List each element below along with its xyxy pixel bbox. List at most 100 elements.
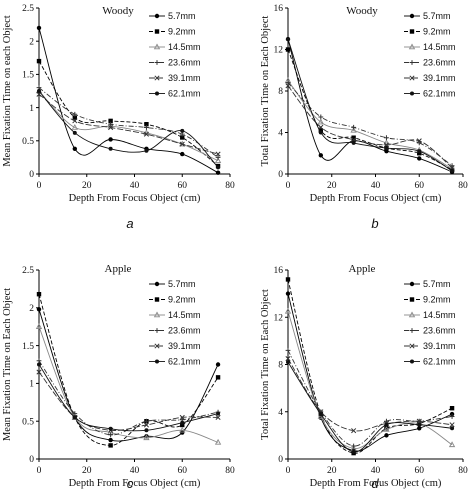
x-axis-label: Depth From Focus Object (cm) bbox=[310, 193, 442, 204]
chart-title: Woody bbox=[102, 5, 134, 17]
data-point bbox=[180, 422, 185, 428]
y-tick-label: 2 bbox=[29, 304, 34, 314]
data-point bbox=[108, 124, 114, 131]
y-tick-label: 16 bbox=[274, 4, 284, 14]
legend-label: 23.6mm bbox=[423, 326, 456, 336]
series-line-62.1mm bbox=[38, 90, 219, 168]
data-point bbox=[214, 157, 222, 163]
data-point bbox=[285, 47, 291, 52]
series-line-14.5mm bbox=[287, 80, 453, 170]
data-point bbox=[180, 151, 185, 157]
data-point bbox=[36, 291, 42, 297]
legend-marker bbox=[154, 297, 160, 302]
legend-marker bbox=[154, 75, 160, 81]
y-tick-label: 2 bbox=[29, 37, 34, 47]
x-tick-label: 40 bbox=[130, 181, 140, 191]
data-point bbox=[351, 135, 356, 140]
legend: 5.7mm 9.2mm 14.5mm 23.6mm 39.1mm 62.1mm bbox=[149, 11, 201, 99]
legend-label: 62.1mm bbox=[168, 357, 201, 367]
data-point bbox=[384, 135, 389, 141]
data-point bbox=[37, 89, 41, 93]
data-point bbox=[215, 151, 221, 157]
data-point bbox=[317, 118, 324, 125]
y-axis-label: Mean Fixation Time on each Object bbox=[2, 15, 13, 166]
data-point bbox=[215, 155, 221, 160]
legend-label: 5.7mm bbox=[168, 11, 196, 21]
x-tick-label: 20 bbox=[82, 181, 92, 191]
data-point bbox=[108, 121, 114, 127]
data-point bbox=[72, 415, 77, 420]
legend-label: 9.2mm bbox=[423, 27, 451, 37]
legend-marker bbox=[410, 91, 414, 96]
x-tick-label: 40 bbox=[371, 181, 381, 191]
data-point bbox=[416, 418, 422, 424]
data-point bbox=[448, 441, 456, 448]
data-point bbox=[449, 406, 455, 411]
data-point bbox=[108, 426, 113, 431]
y-axis-label: Total Fixation Time on Each Object bbox=[260, 16, 271, 167]
x-tick-label: 20 bbox=[327, 466, 337, 476]
x-axis-label: Depth From Focus Object (cm) bbox=[69, 193, 201, 204]
y-tick-label: 2.5 bbox=[22, 266, 34, 276]
data-point bbox=[318, 128, 324, 133]
legend: 5.7mm 9.2mm 14.5mm 23.6mm 39.1mm 62.1mm bbox=[404, 11, 456, 99]
legend-marker bbox=[408, 43, 416, 50]
data-point bbox=[285, 83, 291, 89]
data-point bbox=[72, 130, 77, 135]
legend-marker bbox=[155, 359, 159, 364]
series-line-39.1mm bbox=[287, 85, 453, 169]
x-tick-label: 0 bbox=[37, 466, 42, 476]
y-tick-label: 1.5 bbox=[22, 71, 34, 81]
data-point bbox=[37, 362, 41, 367]
data-point bbox=[72, 411, 78, 417]
data-point bbox=[179, 426, 186, 433]
data-point bbox=[215, 170, 221, 175]
data-point bbox=[285, 291, 291, 296]
legend-marker bbox=[154, 281, 160, 287]
data-point bbox=[383, 142, 389, 148]
legend-label: 14.5mm bbox=[168, 310, 201, 320]
data-point bbox=[449, 165, 455, 171]
data-point bbox=[179, 414, 185, 420]
data-point bbox=[144, 428, 149, 433]
data-point bbox=[144, 122, 149, 127]
data-point bbox=[72, 115, 78, 120]
legend-label: 39.1mm bbox=[168, 73, 201, 83]
legend-marker bbox=[154, 328, 160, 333]
data-point bbox=[285, 347, 291, 353]
y-axis-label: Total Fixation Time on Each Object bbox=[260, 289, 271, 440]
data-point bbox=[179, 141, 185, 147]
data-point bbox=[318, 153, 324, 158]
panel-label: c bbox=[127, 476, 134, 491]
data-point bbox=[35, 323, 43, 329]
chart-panel-d: 0 4 8 12 16 0 20 40 60 80 Depth From Focus Object … bbox=[260, 263, 468, 491]
data-point bbox=[215, 414, 221, 420]
data-point bbox=[318, 130, 323, 135]
legend-label: 5.7mm bbox=[168, 279, 196, 289]
data-point bbox=[351, 124, 357, 130]
legend-marker bbox=[409, 75, 415, 81]
chart-panel-a: 0 0.5 1 1.5 2 2.5 0 20 40 60 80 Depth From Focus Ob… bbox=[2, 4, 235, 231]
data-point bbox=[417, 426, 422, 431]
x-tick-label: 60 bbox=[415, 181, 425, 191]
data-point bbox=[144, 125, 149, 130]
data-point bbox=[318, 124, 324, 130]
legend-label: 39.1mm bbox=[168, 341, 201, 351]
data-point bbox=[36, 58, 42, 64]
x-tick-label: 80 bbox=[225, 181, 235, 191]
legend-marker bbox=[154, 60, 160, 65]
series-line-14.5mm bbox=[38, 90, 219, 162]
data-point bbox=[215, 375, 221, 380]
y-tick-label: 4 bbox=[278, 129, 283, 139]
data-point bbox=[384, 146, 389, 151]
legend-label: 62.1mm bbox=[423, 89, 456, 99]
legend-marker bbox=[409, 60, 415, 65]
y-tick-label: 12 bbox=[274, 46, 284, 56]
legend-label: 23.6mm bbox=[168, 326, 201, 336]
data-point bbox=[318, 412, 323, 417]
x-axis-label: Depth From Focus Object (cm) bbox=[310, 478, 442, 489]
y-tick-label: 2.5 bbox=[22, 4, 34, 14]
data-point bbox=[450, 168, 455, 173]
panel-label: b bbox=[371, 216, 378, 231]
